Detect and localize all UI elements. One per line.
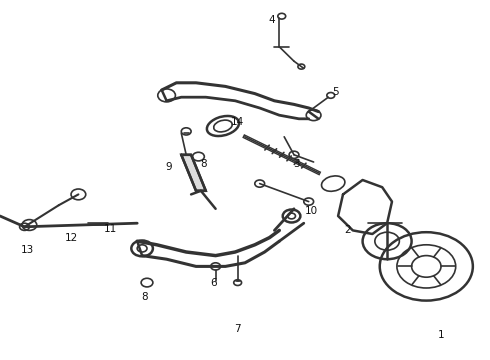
Text: 8: 8 [200, 159, 207, 169]
Text: 5: 5 [332, 87, 339, 97]
Text: 9: 9 [166, 162, 172, 172]
Text: 3: 3 [293, 159, 300, 169]
Polygon shape [181, 155, 206, 191]
Text: 6: 6 [210, 278, 217, 288]
Text: 12: 12 [64, 233, 78, 243]
Text: 11: 11 [103, 224, 117, 234]
Text: 8: 8 [141, 292, 148, 302]
Text: 10: 10 [305, 206, 318, 216]
Text: 2: 2 [344, 225, 351, 235]
Text: 13: 13 [20, 245, 34, 255]
Text: 4: 4 [269, 15, 275, 25]
Text: 7: 7 [234, 324, 241, 334]
Text: 1: 1 [438, 330, 444, 340]
Text: 14: 14 [231, 117, 245, 127]
